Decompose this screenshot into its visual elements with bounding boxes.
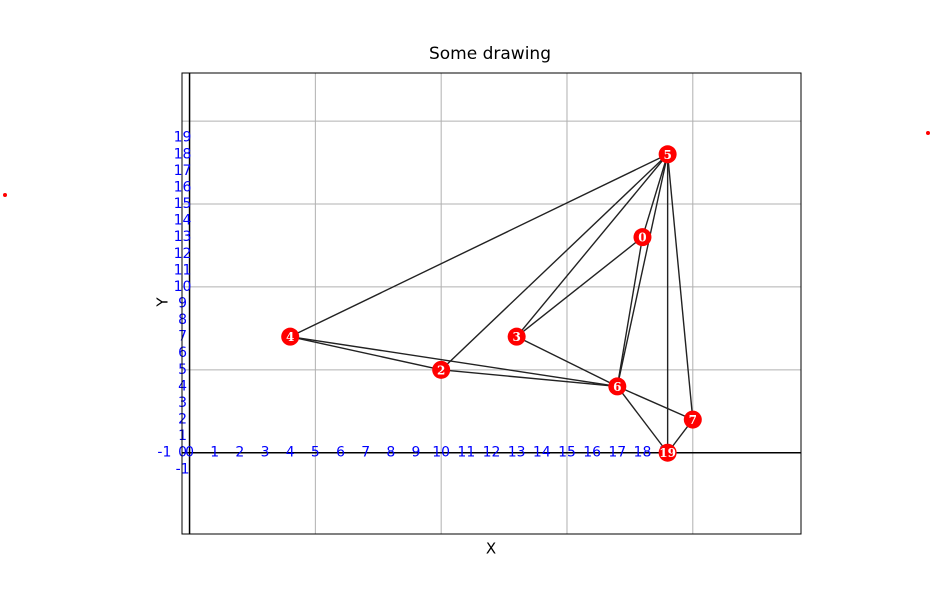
y-label: 2 <box>178 412 187 428</box>
edge <box>441 369 618 388</box>
node-label: 3 <box>512 330 520 344</box>
x-label: 11 <box>457 445 475 461</box>
edge <box>516 236 643 338</box>
x-label: 13 <box>508 445 526 461</box>
node <box>608 377 627 396</box>
x-label: 0 <box>185 445 194 461</box>
x-label: 12 <box>483 445 501 461</box>
y-label: 0 <box>178 445 187 461</box>
edge <box>516 336 618 388</box>
dot <box>3 193 7 197</box>
node <box>683 410 702 429</box>
edge <box>616 385 669 454</box>
x-label: 17 <box>608 445 626 461</box>
y-label: 8 <box>178 312 187 328</box>
y-label: 10 <box>174 279 192 295</box>
node <box>633 228 652 247</box>
y-label: 1 <box>178 428 187 444</box>
node-label: 19 <box>659 446 676 460</box>
y-label: 14 <box>174 213 192 229</box>
node-label: 0 <box>638 231 646 245</box>
y-label: 17 <box>174 163 192 179</box>
node-label: 4 <box>286 330 294 344</box>
edge <box>641 154 669 238</box>
x-label: 6 <box>336 445 345 461</box>
x-label: 16 <box>583 445 601 461</box>
y-label: 15 <box>174 196 192 212</box>
y-label: 3 <box>178 395 187 411</box>
chart-title: Some drawing <box>429 44 551 64</box>
y-label: 19 <box>174 130 192 146</box>
edge <box>616 154 669 387</box>
y-label: 6 <box>178 345 187 361</box>
x-label: 7 <box>361 445 370 461</box>
x-axis-label: X <box>486 540 496 558</box>
dot <box>926 131 930 135</box>
edge <box>666 154 694 420</box>
edge <box>440 153 669 371</box>
edge <box>617 385 694 421</box>
x-label: 8 <box>386 445 395 461</box>
x-label: 3 <box>261 445 270 461</box>
y-label: 11 <box>174 262 192 278</box>
axes-frame <box>181 72 802 535</box>
y-label: 4 <box>178 378 187 394</box>
y-label: 18 <box>174 146 192 162</box>
node-label: 7 <box>689 413 697 427</box>
node <box>658 443 677 462</box>
y-label: 12 <box>174 246 192 262</box>
node-label: 6 <box>613 380 621 394</box>
y-label: 5 <box>178 362 187 378</box>
y-axis-label: Y <box>154 297 172 308</box>
y-label: 9 <box>178 296 187 312</box>
y-label: 7 <box>178 329 187 345</box>
x-label: 5 <box>311 445 320 461</box>
y-label: -1 <box>176 461 190 477</box>
x-label: 9 <box>412 445 421 461</box>
node-label: 2 <box>437 363 445 377</box>
edge <box>290 335 442 371</box>
y-label: 16 <box>174 179 192 195</box>
x-label: 1 <box>210 445 219 461</box>
node <box>281 327 300 346</box>
edge <box>290 335 618 388</box>
x-label: -1 <box>157 445 171 461</box>
plot-area: -1012345678910111213141516171819-1012345… <box>157 73 801 534</box>
x-label: 18 <box>634 445 652 461</box>
edge <box>516 153 669 338</box>
x-label: 14 <box>533 445 551 461</box>
node <box>432 360 451 379</box>
x-label: 4 <box>286 445 295 461</box>
node <box>507 327 526 346</box>
x-label: 15 <box>558 445 576 461</box>
node <box>658 145 677 164</box>
edge <box>289 153 668 338</box>
x-label: 10 <box>432 445 450 461</box>
edge <box>616 237 644 387</box>
y-label: 13 <box>174 229 192 245</box>
node-label: 5 <box>663 148 671 162</box>
x-label: 2 <box>235 445 244 461</box>
